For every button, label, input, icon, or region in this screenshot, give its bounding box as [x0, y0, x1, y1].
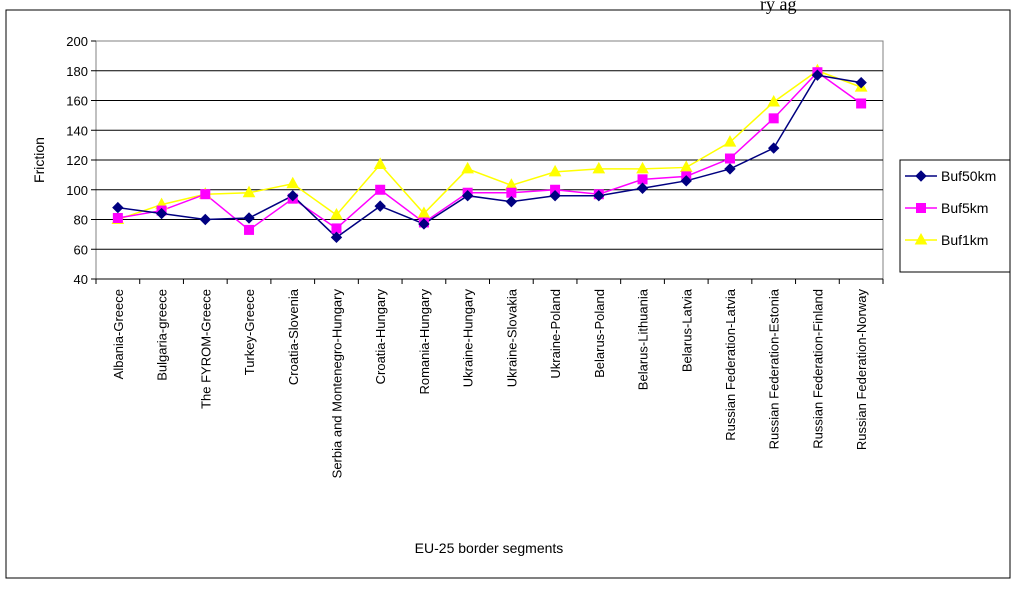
data-point-buf50km: [330, 231, 343, 244]
legend-item-buf1km: Buf1km: [905, 232, 988, 248]
data-point-buf50km: [593, 189, 605, 202]
data-point-buf50km: [811, 69, 824, 81]
data-point-buf50km: [767, 142, 780, 154]
data-point-buf5km: [768, 113, 779, 124]
legend: Buf50km Buf5km Buf1km: [899, 159, 1011, 273]
data-point-buf50km: [199, 213, 212, 226]
series-line-buf1km: [117, 69, 862, 221]
series-line-buf5km: [117, 71, 862, 231]
data-point-buf1km: [592, 161, 606, 174]
data-point-buf1km: [242, 185, 256, 198]
data-point-buf50km: [680, 175, 692, 187]
x-tick-label: Ukraine-Poland: [548, 289, 563, 379]
data-point-buf50km: [155, 207, 168, 220]
y-tick-label: 160: [66, 94, 88, 109]
data-point-buf5km: [724, 153, 735, 164]
y-tick-label: 180: [66, 64, 88, 79]
y-tick-label: 80: [74, 213, 88, 228]
data-point-buf1km: [767, 94, 781, 107]
legend-swatch-marker: [914, 232, 928, 245]
series-line-buf50km: [117, 74, 862, 239]
data-point-buf50km: [724, 163, 736, 175]
legend-swatch-marker: [915, 170, 927, 182]
y-tick-label: 200: [66, 34, 88, 49]
data-point-buf50km: [418, 218, 430, 230]
x-tick-label: Russian Federation-Finland: [810, 289, 825, 449]
data-point-buf1km: [636, 161, 649, 174]
y-axis-label: Friction: [31, 137, 47, 183]
legend-item-buf50km: Buf50km: [905, 168, 996, 184]
y-tick-label: 40: [74, 272, 88, 287]
data-point-buf50km: [855, 76, 867, 89]
x-axis-label: EU-25 border segments: [415, 540, 564, 556]
y-tick-label: 140: [66, 123, 88, 138]
data-point-buf5km: [375, 184, 386, 195]
x-tick-label: Croatia-Slovenia: [286, 288, 301, 385]
y-tick-label: 120: [66, 153, 88, 168]
legend-label: Buf50km: [941, 168, 996, 184]
data-point-buf50km: [243, 212, 255, 224]
legend-item-buf5km: Buf5km: [905, 200, 988, 216]
data-point-buf50km: [287, 189, 299, 202]
data-point-buf50km: [374, 200, 386, 212]
truncated-top-text: ry ag: [760, 0, 797, 14]
y-tick-label: 100: [66, 183, 88, 198]
legend-label: Buf1km: [941, 232, 988, 248]
x-tick-label: Romania-Hungary: [417, 289, 432, 395]
data-point-buf5km: [506, 187, 517, 198]
data-point-buf50km: [461, 189, 474, 202]
y-axis-ticks: 40 60 80 100 120 140 160 180 200: [66, 34, 96, 287]
x-tick-label: Ukraine-Slovakia: [504, 288, 519, 387]
data-point-buf1km: [723, 135, 737, 147]
x-tick-label: Russian Federation-Latvia: [723, 288, 738, 441]
data-point-buf5km: [200, 189, 211, 200]
legend-label: Buf5km: [941, 200, 988, 216]
data-point-buf1km: [548, 164, 562, 177]
legend-swatch-marker: [916, 203, 926, 213]
x-axis-ticks: Albania-Greece Bulgaria-greece The FYROM-G…: [95, 279, 884, 479]
x-tick-label: Serbia and Montenegro-Hungary: [329, 289, 344, 479]
x-tick-label: Belarus-Lithuania: [636, 288, 651, 390]
x-tick-label: Bulgaria-greece: [155, 289, 170, 381]
data-point-buf5km: [637, 174, 648, 185]
series-lines: [117, 69, 862, 239]
data-point-buf50km: [112, 201, 124, 214]
x-tick-label: Belarus-Latvia: [679, 288, 694, 372]
data-point-buf1km: [373, 157, 387, 169]
data-point-buf5km: [331, 223, 342, 234]
data-point-buf50km: [505, 195, 518, 208]
x-tick-label: Albania-Greece: [111, 289, 126, 379]
y-tick-label: 60: [74, 242, 88, 257]
data-point-buf5km: [112, 213, 123, 224]
data-point-buf5km: [856, 98, 867, 109]
data-point-buf1km: [461, 161, 474, 174]
data-point-buf1km: [330, 207, 343, 220]
data-point-buf1km: [286, 176, 300, 189]
x-tick-label: Russian Federation-Norway: [854, 289, 869, 451]
x-tick-label: Croatia-Hungary: [373, 289, 388, 385]
x-tick-label: Belarus-Poland: [592, 289, 607, 378]
data-point-buf5km: [244, 224, 255, 235]
data-point-buf50km: [549, 189, 561, 202]
series-markers: [111, 63, 868, 244]
x-tick-label: The FYROM-Greece: [198, 289, 213, 409]
x-tick-label: Russian Federation-Estonia: [767, 288, 782, 449]
data-point-buf50km: [636, 182, 649, 194]
x-tick-label: Turkey-Greece: [242, 289, 257, 375]
x-tick-label: Ukraine-Hungary: [461, 289, 476, 388]
